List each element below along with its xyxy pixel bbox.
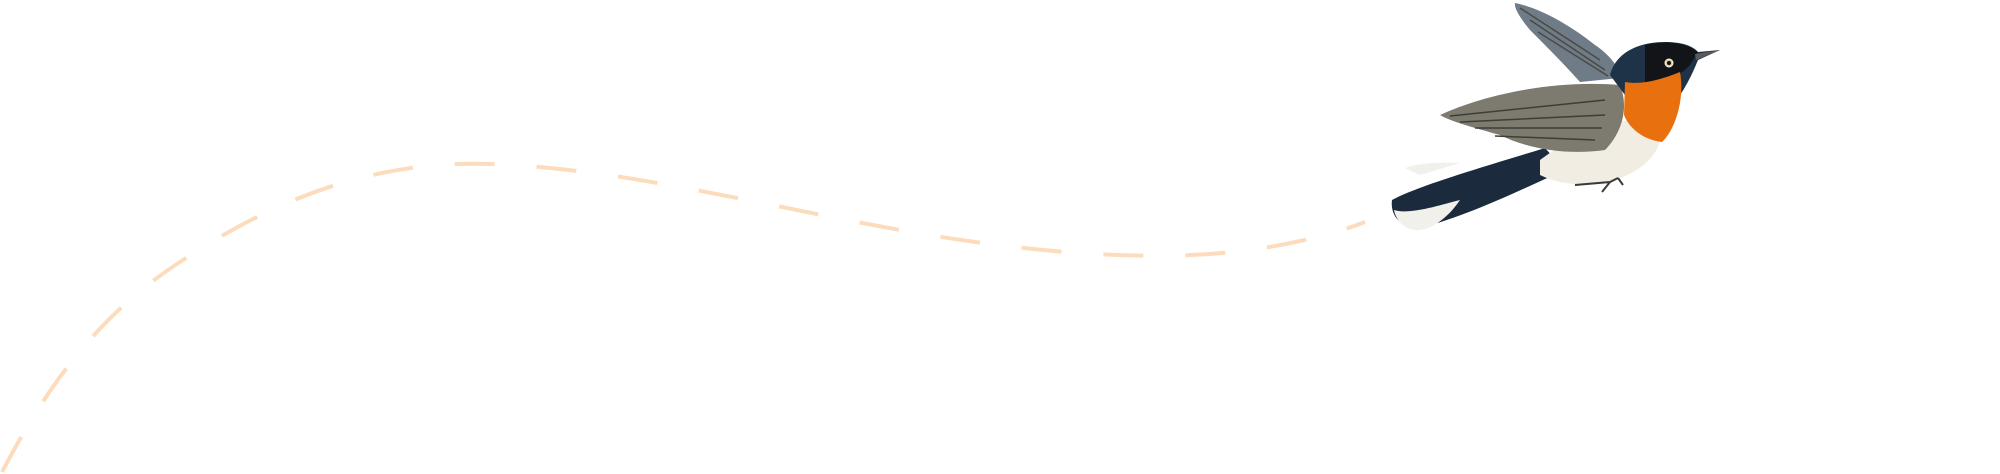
dashed-flight-path xyxy=(0,161,1366,473)
bird-throat xyxy=(1624,72,1682,142)
bird-feet xyxy=(1574,177,1624,193)
bird-tail-tips xyxy=(1394,162,1460,231)
bird-belly xyxy=(1540,119,1661,185)
bird-beak xyxy=(1695,50,1720,60)
bird-icon xyxy=(1391,3,1720,231)
